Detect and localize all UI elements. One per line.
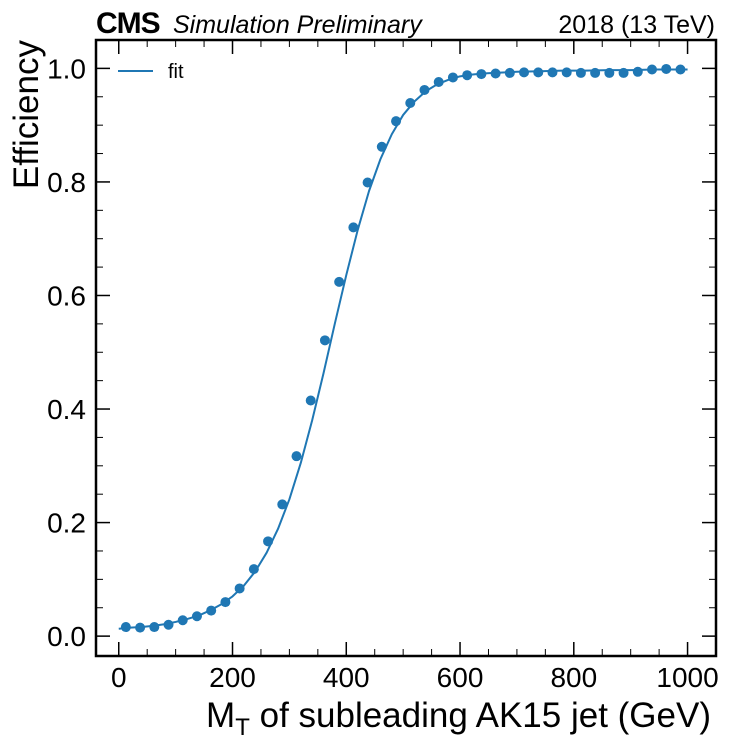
x-tick-label: 400 <box>323 662 370 693</box>
data-point <box>433 77 444 88</box>
data-point <box>291 451 302 462</box>
y-axis-label: Efficiency <box>7 40 46 190</box>
y-tick-label: 0.2 <box>47 508 86 539</box>
data-point <box>618 67 629 78</box>
data-point <box>661 63 672 74</box>
data-point <box>519 67 530 78</box>
cms-label: CMS <box>96 7 160 40</box>
y-tick-label: 1.0 <box>47 53 86 84</box>
y-tick-label: 0.0 <box>47 621 86 652</box>
data-point <box>533 67 544 78</box>
data-point <box>447 72 458 83</box>
data-point <box>632 66 643 77</box>
data-point <box>490 68 501 79</box>
data-point <box>348 222 359 233</box>
data-point <box>263 536 274 547</box>
status-label: Simulation Preliminary <box>173 11 423 39</box>
data-point <box>647 64 658 75</box>
x-axis-label: MT of subleading AK15 jet (GeV) <box>206 696 711 741</box>
data-point <box>561 67 572 78</box>
legend: fit <box>118 61 184 83</box>
data-point <box>405 98 416 109</box>
data-point <box>462 70 473 81</box>
x-tick-label: 1000 <box>656 662 718 693</box>
data-point <box>575 67 586 78</box>
data-point <box>220 597 231 608</box>
data-point <box>675 64 686 75</box>
data-point <box>319 335 330 346</box>
data-point <box>504 67 515 78</box>
axes-frame <box>94 38 718 658</box>
plot-frame <box>94 38 718 658</box>
data-point <box>476 69 487 80</box>
data-point <box>391 116 402 127</box>
data-point <box>177 615 188 626</box>
x-axis-label-subscript: T <box>235 714 250 741</box>
y-tick-label: 0.6 <box>47 280 86 311</box>
data-point <box>362 177 373 188</box>
data-point <box>277 499 288 510</box>
x-axis-label-rest: of subleading AK15 jet (GeV) <box>250 696 711 735</box>
data-point <box>135 622 146 633</box>
data-point <box>376 141 387 152</box>
x-tick-label: 800 <box>550 662 597 693</box>
data-point <box>305 395 316 406</box>
data-point <box>163 619 174 630</box>
data-point <box>248 564 259 575</box>
data-point <box>547 67 558 78</box>
x-tick-label: 200 <box>209 662 256 693</box>
data-point <box>419 84 430 95</box>
data-point <box>120 622 131 633</box>
x-tick-label: 600 <box>437 662 484 693</box>
y-tick-label: 0.8 <box>47 167 86 198</box>
x-axis-label-main: M <box>206 696 235 735</box>
data-point <box>604 67 615 78</box>
data-point <box>149 622 160 633</box>
data-point <box>206 605 217 616</box>
legend-label: fit <box>168 61 184 83</box>
data-point <box>334 276 345 287</box>
fit-curve <box>118 68 688 630</box>
data-point <box>191 611 202 622</box>
axis-ticks: 0 200 400 600 800 1000 0.0 0.2 0.4 0.6 0.8 1.0 <box>47 39 719 693</box>
lumi-label: 2018 (13 TeV) <box>558 11 715 39</box>
data-point <box>590 67 601 78</box>
data-points <box>120 63 686 633</box>
fit-layer <box>118 68 688 630</box>
data-point <box>234 583 245 594</box>
y-tick-label: 0.4 <box>47 394 86 425</box>
x-tick-label: 0 <box>111 662 127 693</box>
